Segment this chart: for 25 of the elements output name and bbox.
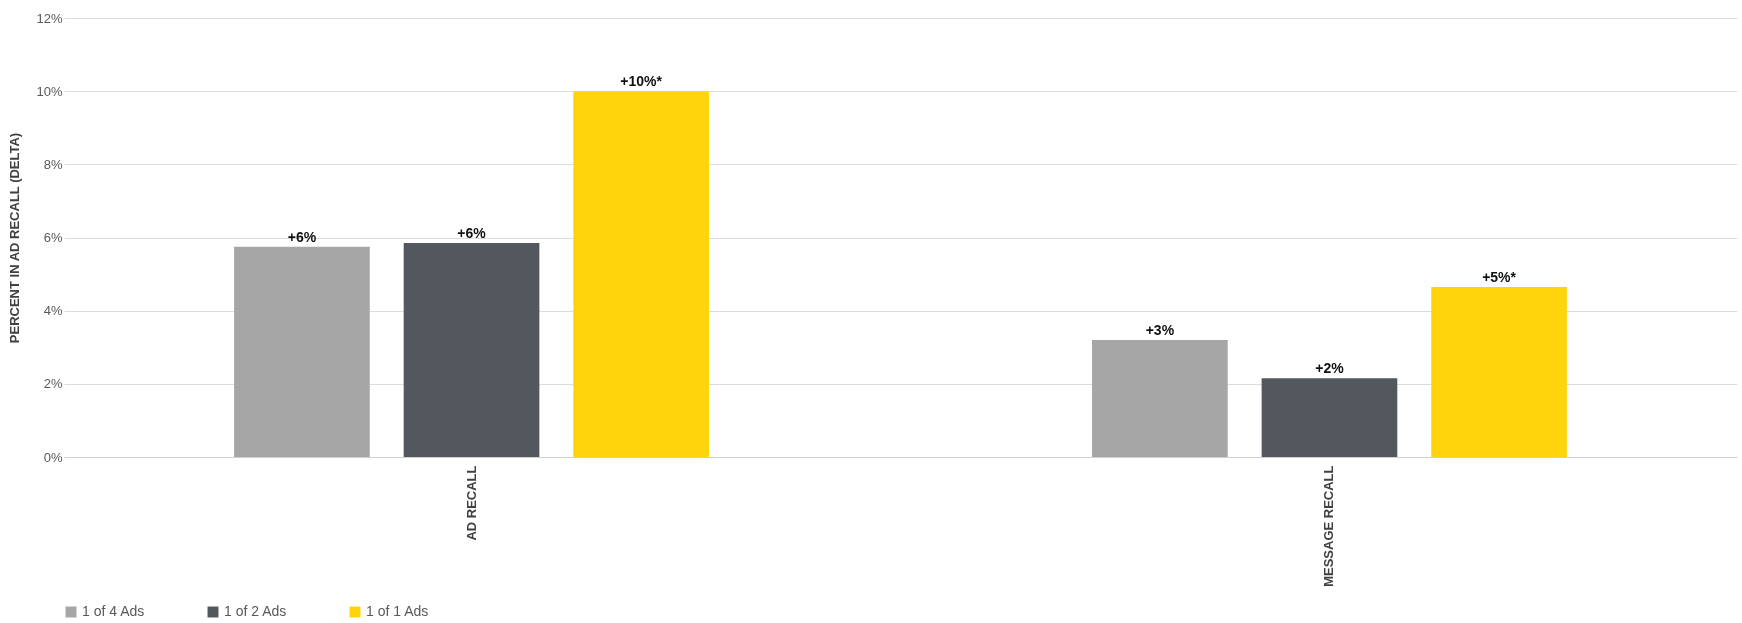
y-tick-label: 12% [36, 10, 63, 26]
y-tick-label: 10% [36, 83, 63, 99]
data-label: +6% [287, 228, 317, 245]
bar [1092, 339, 1228, 457]
data-label: +6% [457, 224, 487, 241]
legend-label: 1 of 2 Ads [224, 603, 287, 619]
data-label: +3% [1145, 321, 1175, 338]
x-tick-label: AD RECALL [463, 465, 479, 541]
y-tick-label: 2% [43, 376, 63, 392]
x-tick-label: MESSAGE RECALL [1321, 465, 1337, 587]
data-label: +2% [1315, 360, 1345, 377]
y-tick-label: 4% [43, 303, 63, 319]
bar [403, 242, 540, 457]
bar [234, 246, 370, 457]
legend-label: 1 of 1 Ads [366, 603, 429, 619]
y-axis-title: PERCENT IN AD RECALL (DELTA) [7, 132, 23, 344]
legend-label: 1 of 4 Ads [82, 603, 145, 619]
bar [573, 91, 709, 457]
data-label: +10%* [620, 73, 663, 90]
bar [1431, 286, 1567, 457]
y-tick-label: 0% [43, 449, 63, 465]
data-label: +5%* [1482, 268, 1517, 285]
y-tick-label: 6% [43, 230, 63, 245]
bar [1261, 378, 1398, 457]
y-tick-label: 8% [43, 156, 63, 172]
